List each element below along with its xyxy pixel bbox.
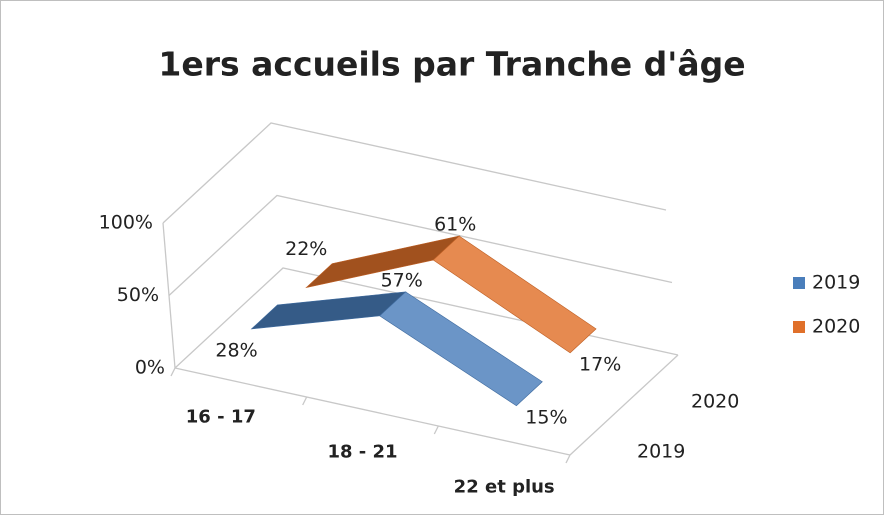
data-label: 28% [215,339,257,361]
line-segment [432,235,597,354]
depth-axis [569,354,679,456]
x-tick [170,367,176,377]
chart-title: 1ers accueils par Tranche d'âge [158,45,745,84]
x-tick [565,454,571,464]
legend-swatch [793,277,805,289]
depth-label: 2019 [637,441,685,463]
x-tick [433,425,439,435]
grid-line [162,122,667,224]
y-tick-label: 50% [117,284,159,306]
x-axis [174,367,571,456]
y-tick-label: 100% [99,212,153,234]
data-label: 57% [381,269,423,291]
x-tick-label: 16 - 17 [186,407,256,428]
data-label: 61% [434,214,476,236]
data-label: 17% [579,353,621,375]
legend-swatch [793,321,805,333]
x-tick [302,396,308,406]
legend-label: 2020 [812,316,860,338]
line-segment [379,291,543,407]
x-tick-label: 22 et plus [454,477,555,498]
data-label: 22% [285,238,327,260]
legend-label: 2019 [812,272,860,294]
y-tick-label: 0% [135,357,165,379]
grid-line [168,194,673,296]
depth-label: 2020 [691,391,739,413]
data-label: 15% [525,406,567,428]
x-tick-label: 18 - 21 [327,442,397,463]
